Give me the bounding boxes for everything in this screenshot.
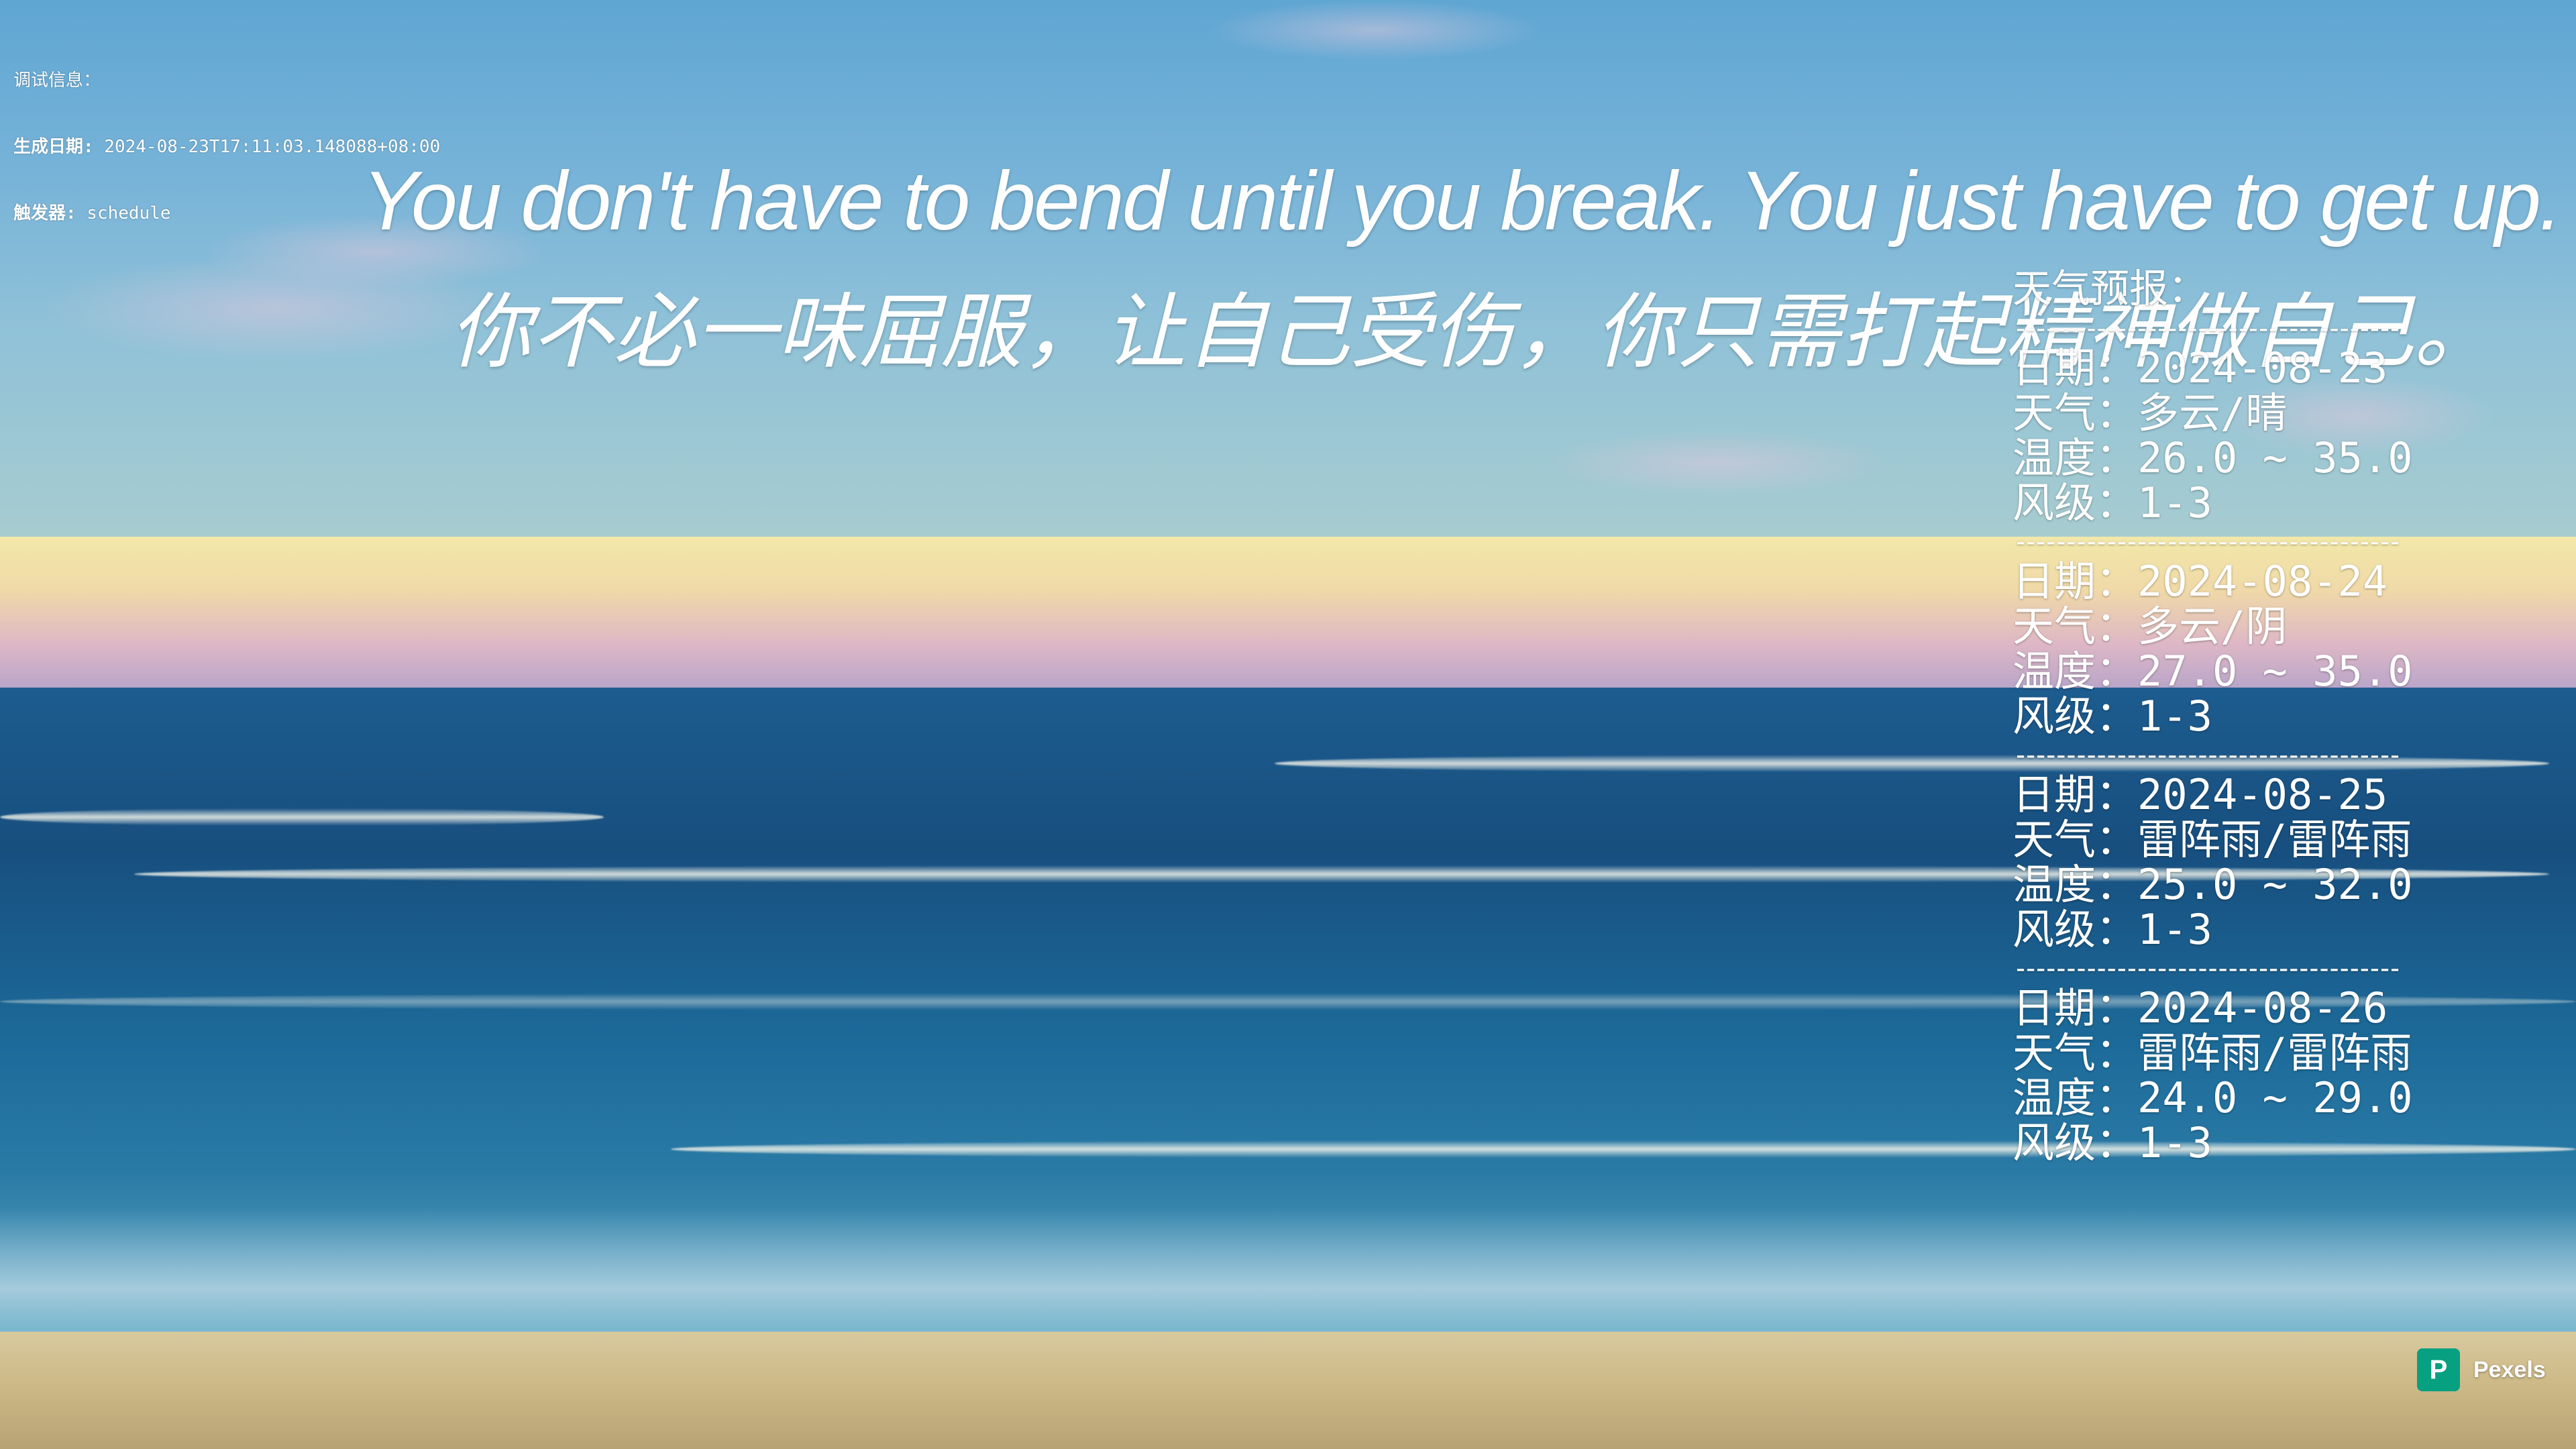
sunset-horizon xyxy=(0,537,2576,691)
forecast-wind: 风级：1-3 xyxy=(2012,692,2212,741)
forecast-date: 日期：2024-08-24 xyxy=(2012,557,2388,606)
forecast-temperature: 温度：25.0 ~ 32.0 xyxy=(2012,860,2413,909)
wave-crest xyxy=(0,993,2576,1010)
forecast-wind: 风级：1-3 xyxy=(2012,478,2212,527)
divider: -------------------------------------- xyxy=(2012,313,2403,344)
quote-chinese: 你不必一味屈服，让自己受伤，你只需打起精神做自己。 xyxy=(449,284,2496,380)
forecast-condition: 天气：雷阵雨/雷阵雨 xyxy=(2012,1028,2412,1077)
forecast-temperature: 温度：24.0 ~ 29.0 xyxy=(2012,1073,2413,1122)
divider: -------------------------------------- xyxy=(2012,953,2403,984)
shore-foam xyxy=(0,1208,2576,1355)
cloud xyxy=(1208,0,1543,60)
forecast-wind: 风级：1-3 xyxy=(2012,1118,2212,1167)
pexels-label: Pexels xyxy=(2473,1356,2546,1383)
wave-crest xyxy=(671,1140,2576,1158)
forecast-condition: 天气：雷阵雨/雷阵雨 xyxy=(2012,815,2412,864)
debug-title: 调试信息： xyxy=(13,70,101,91)
forecast-day: 日期：2024-08-23 天气：多云/晴 温度：26.0 ~ 35.0 风级：… xyxy=(2012,345,2442,525)
sand xyxy=(0,1332,2576,1449)
wave-crest xyxy=(134,865,2549,883)
wave-crest xyxy=(0,808,604,826)
weather-title: 天气预报： xyxy=(2012,266,2208,311)
forecast-date: 日期：2024-08-26 xyxy=(2012,983,2388,1032)
debug-generated-value: 2024-08-23T17:11:03.148088+08:00 xyxy=(93,137,441,157)
cloud xyxy=(201,215,550,288)
debug-generated-label: 生成日期: xyxy=(13,137,94,157)
debug-info: 调试信息： 生成日期: 2024-08-23T17:11:03.148088+0… xyxy=(13,25,440,269)
forecast-condition: 天气：多云/晴 xyxy=(2012,388,2288,437)
forecast-date: 日期：2024-08-25 xyxy=(2012,770,2388,819)
forecast-date: 日期：2024-08-23 xyxy=(2012,343,2388,392)
forecast-temperature: 温度：27.0 ~ 35.0 xyxy=(2012,647,2413,696)
pexels-attribution[interactable]: P Pexels xyxy=(2417,1348,2546,1391)
forecast-wind: 风级：1-3 xyxy=(2012,905,2212,954)
forecast-day: 日期：2024-08-26 天气：雷阵雨/雷阵雨 温度：24.0 ~ 29.0 … xyxy=(2012,985,2442,1165)
quote-english: You don't have to bend until you break. … xyxy=(362,155,2562,248)
forecast-condition: 天气：多云/阴 xyxy=(2012,602,2288,651)
divider: -------------------------------------- xyxy=(2012,740,2403,771)
pexels-logo-icon: P xyxy=(2417,1348,2460,1391)
wave-crest xyxy=(1275,755,2549,772)
forecast-temperature: 温度：26.0 ~ 35.0 xyxy=(2012,433,2413,482)
debug-trigger-value: schedule xyxy=(76,203,171,223)
debug-trigger: 触发器: schedule xyxy=(13,203,440,225)
cloud xyxy=(2214,376,2496,456)
debug-generated-date: 生成日期: 2024-08-23T17:11:03.148088+08:00 xyxy=(13,136,440,158)
cloud xyxy=(1543,429,1892,496)
divider: -------------------------------------- xyxy=(2012,527,2403,557)
debug-trigger-label: 触发器: xyxy=(13,203,76,223)
forecast-day: 日期：2024-08-25 天气：雷阵雨/雷阵雨 温度：25.0 ~ 32.0 … xyxy=(2012,772,2442,952)
forecast-day: 日期：2024-08-24 天气：多云/阴 温度：27.0 ~ 35.0 风级：… xyxy=(2012,559,2442,739)
weather-forecast-panel: 天气预报： ----------------------------------… xyxy=(2012,265,2442,1165)
